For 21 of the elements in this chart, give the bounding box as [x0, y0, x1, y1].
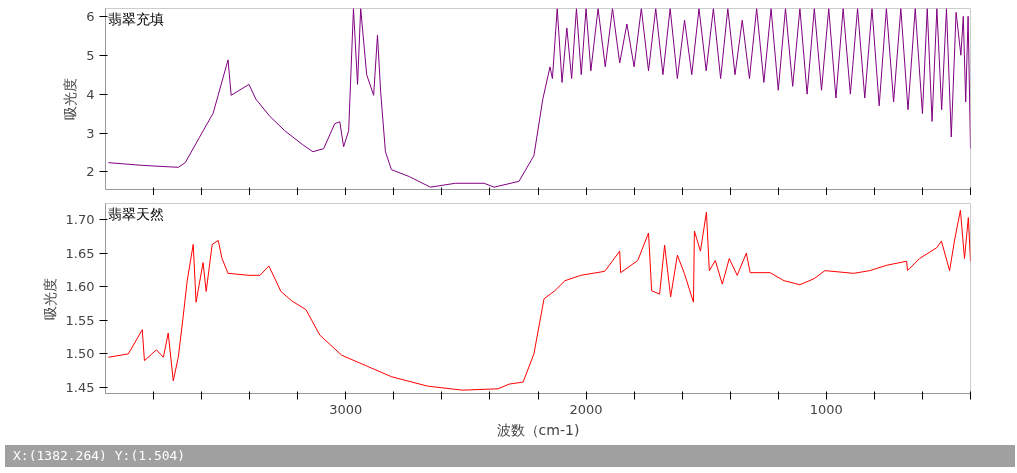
- y-tick-label: 1.65: [65, 245, 95, 261]
- y-axis-title: 吸光度: [41, 277, 58, 320]
- y-tick-label: 1.50: [65, 346, 95, 362]
- y-tick-label: 4: [86, 86, 95, 102]
- x-tick-label: 1000: [809, 401, 843, 417]
- y-tick-label: 1.55: [65, 312, 95, 328]
- line-series: [107, 8, 971, 188]
- y-tick-label: 6: [86, 8, 95, 24]
- y-axis-title: 吸光度: [62, 78, 79, 120]
- y-tick-label: 2: [86, 164, 95, 180]
- y-tick-label: 5: [86, 47, 95, 63]
- chart-title: 翡翠充填: [107, 10, 164, 27]
- y-tick-label: 1.70: [65, 212, 95, 228]
- x-tick-label: 3000: [329, 401, 363, 417]
- y-tick-label: 1.45: [65, 379, 95, 395]
- x-tick-label: 2000: [569, 401, 603, 417]
- text: X:(1382.264) Y:(1.504): [13, 447, 186, 465]
- x-axis-title: 波数（cm-1): [496, 421, 580, 438]
- y-tick-label: 1.60: [65, 279, 95, 295]
- y-tick-label: 3: [86, 125, 95, 141]
- chart-title: 翡翠天然: [107, 205, 164, 222]
